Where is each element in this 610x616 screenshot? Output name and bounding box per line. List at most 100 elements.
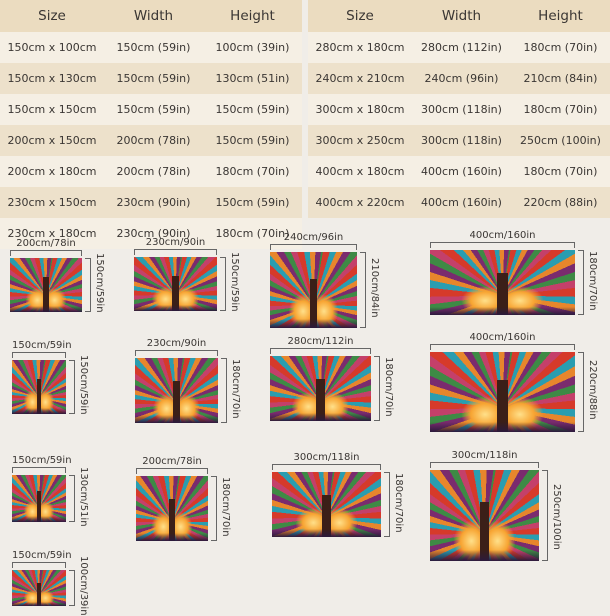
table-cell: 150cm (59in): [116, 41, 191, 54]
table-cell: 150cm (59in): [116, 103, 191, 116]
table-row: 200cm x 150cm 200cm (78in) 150cm (59in): [0, 125, 302, 156]
tree-of-life-artwork: [12, 475, 66, 522]
width-label: 150cm/59in: [12, 550, 72, 561]
height-label: 180cm/70in: [587, 250, 598, 311]
table-cell: 220cm (88in): [523, 196, 598, 209]
table-row: 230cm x 150cm 230cm (90in) 150cm (59in): [0, 187, 302, 218]
table-cell: 150cm (59in): [215, 196, 290, 209]
height-label: 180cm/70in: [393, 472, 404, 533]
table-cell: Width: [133, 8, 174, 24]
table-cell: 200cm x 150cm: [7, 134, 97, 147]
height-label: 100cm/39in: [78, 556, 89, 616]
tree-of-life-artwork: [135, 358, 218, 423]
tree-of-life-artwork: [136, 476, 208, 541]
table-row: 240cm x 210cm 240cm (96in) 210cm (84in): [308, 63, 610, 94]
tree-of-life-artwork: [12, 360, 66, 414]
table-cell: 400cm x 180cm: [315, 165, 405, 178]
table-cell: 150cm x 100cm: [7, 41, 97, 54]
width-dimension-line: [135, 350, 218, 356]
width-label: 150cm/59in: [12, 455, 72, 466]
width-dimension-line: [12, 562, 66, 568]
height-dimension-line: [69, 570, 75, 606]
height-label: 150cm/59in: [78, 355, 89, 415]
width-dimension-line: [134, 249, 217, 255]
table-cell: 150cm (59in): [116, 72, 191, 85]
width-dimension-line: [430, 462, 539, 468]
table-cell: 280cm x 180cm: [315, 41, 405, 54]
table-cell: 200cm x 180cm: [7, 165, 97, 178]
height-label: 150cm/59in: [229, 252, 240, 312]
width-dimension-line: [10, 250, 82, 256]
height-dimension-line: [578, 352, 584, 432]
height-dimension-line: [360, 252, 366, 328]
table-row: 150cm x 150cm 150cm (59in) 150cm (59in): [0, 94, 302, 125]
table-cell: 100cm (39in): [215, 41, 290, 54]
table-cell: 300cm (118in): [421, 134, 502, 147]
table-cell: 250cm (100in): [520, 134, 601, 147]
table-cell: Height: [230, 8, 275, 24]
table-row: 150cm x 100cm 150cm (59in) 100cm (39in): [0, 32, 302, 63]
table-cell: 230cm (90in): [116, 196, 191, 209]
table-cell: 230cm x 180cm: [7, 227, 97, 240]
height-dimension-line: [69, 360, 75, 414]
tree-of-life-artwork: [272, 472, 381, 537]
height-dimension-line: [374, 356, 380, 421]
size-table-right: Size Width Height 280cm x 180cm 280cm (112in…: [308, 0, 610, 218]
width-label: 150cm/59in: [12, 340, 72, 351]
width-dimension-line: [12, 352, 66, 358]
table-cell: Size: [38, 8, 66, 24]
tree-of-life-artwork: [12, 570, 66, 606]
tree-of-life-artwork: [430, 250, 575, 315]
height-label: 220cm/88in: [587, 360, 598, 420]
width-dimension-line: [12, 467, 66, 473]
height-label: 250cm/100in: [551, 483, 562, 550]
table-row: 300cm x 250cm 300cm (118in) 250cm (100in): [308, 125, 610, 156]
table-cell: 400cm (160in): [421, 196, 502, 209]
table-cell: 150cm x 130cm: [7, 72, 97, 85]
table-cell: 180cm (70in): [215, 165, 290, 178]
table-cell: 300cm x 250cm: [315, 134, 405, 147]
table-cell: 230cm (90in): [116, 227, 191, 240]
table-cell: 240cm x 210cm: [315, 72, 405, 85]
height-label: 150cm/59in: [94, 253, 105, 313]
width-dimension-line: [270, 348, 371, 354]
height-dimension-line: [578, 250, 584, 315]
tree-of-life-artwork: [10, 258, 82, 312]
height-dimension-line: [211, 476, 217, 541]
width-label: 230cm/90in: [146, 338, 207, 349]
table-header: Size Width Height: [0, 0, 302, 32]
table-cell: 150cm x 150cm: [7, 103, 97, 116]
tree-of-life-artwork: [430, 352, 575, 432]
table-cell: 300cm x 180cm: [315, 103, 405, 116]
table-row: 400cm x 180cm 400cm (160in) 180cm (70in): [308, 156, 610, 187]
table-cell: 200cm (78in): [116, 134, 191, 147]
width-dimension-line: [272, 464, 381, 470]
size-table-left: Size Width Height 150cm x 100cm 150cm (59in)…: [0, 0, 302, 249]
table-cell: 400cm (160in): [421, 165, 502, 178]
table-row: 280cm x 180cm 280cm (112in) 180cm (70in): [308, 32, 610, 63]
height-label: 210cm/84in: [369, 258, 380, 318]
table-cell: 180cm (70in): [523, 165, 598, 178]
tree-of-life-artwork: [270, 356, 371, 421]
tree-of-life-artwork: [270, 252, 357, 328]
table-header: Size Width Height: [308, 0, 610, 32]
table-cell: 180cm (70in): [523, 41, 598, 54]
table-cell: Height: [538, 8, 583, 24]
width-dimension-line: [430, 242, 575, 248]
width-dimension-line: [430, 344, 575, 350]
width-label: 280cm/112in: [287, 336, 354, 347]
table-row: 400cm x 220cm 400cm (160in) 220cm (88in): [308, 187, 610, 218]
table-cell: 150cm (59in): [215, 134, 290, 147]
table-cell: 240cm (96in): [424, 72, 499, 85]
width-label: 400cm/160in: [469, 230, 536, 241]
width-label: 300cm/118in: [451, 450, 518, 461]
width-label: 200cm/78in: [16, 238, 76, 249]
height-label: 180cm/70in: [220, 476, 231, 537]
width-label: 400cm/160in: [469, 332, 536, 343]
table-cell: 230cm x 150cm: [7, 196, 97, 209]
tree-of-life-artwork: [430, 470, 539, 561]
height-label: 180cm/70in: [230, 358, 241, 419]
table-cell: 280cm (112in): [421, 41, 502, 54]
table-row: 230cm x 180cm 230cm (90in) 180cm (70in): [0, 218, 302, 249]
height-dimension-line: [69, 475, 75, 522]
